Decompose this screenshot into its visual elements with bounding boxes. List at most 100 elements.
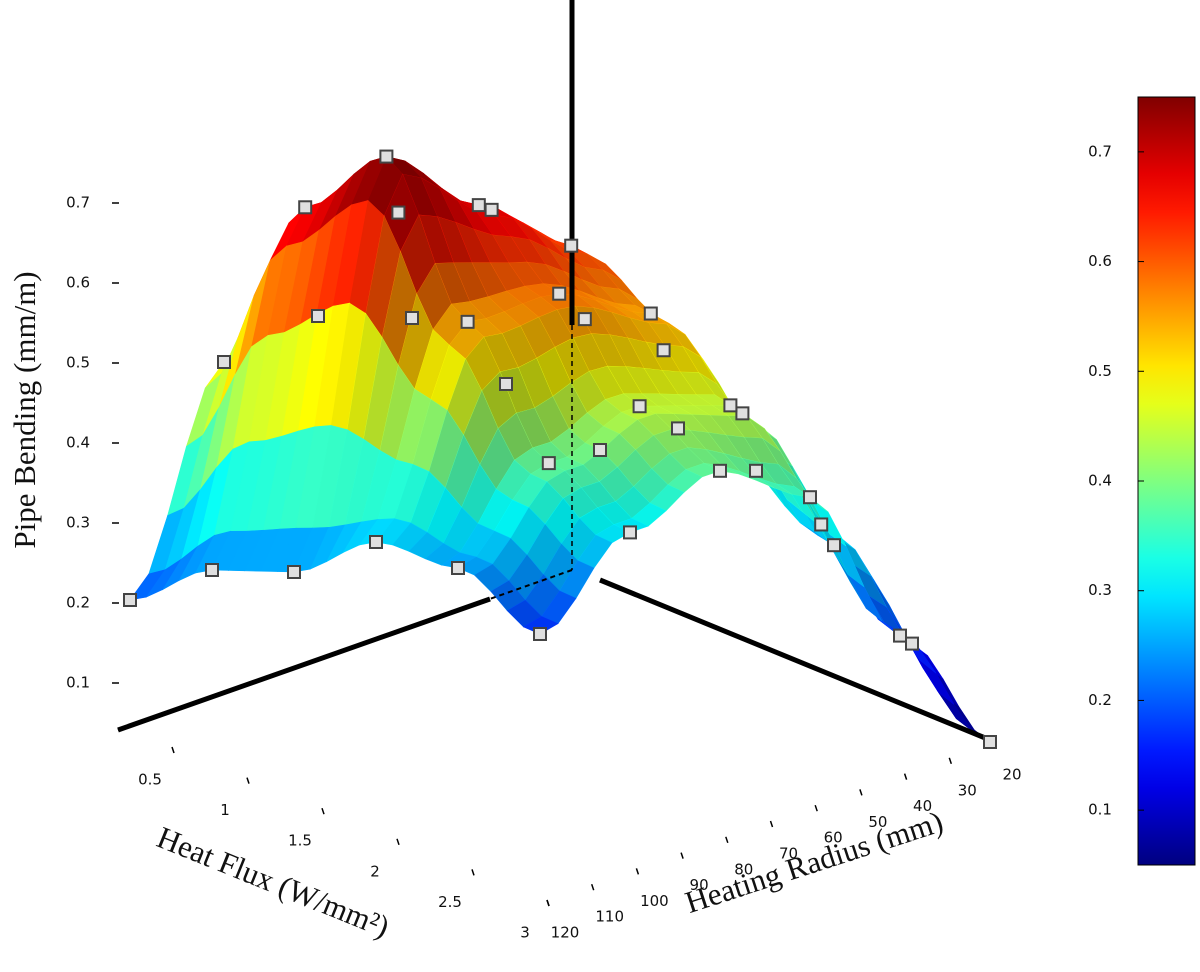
surface-shade: [568, 412, 604, 444]
data-marker: [814, 517, 829, 532]
colorbar: [1137, 96, 1196, 866]
surface-shade: [593, 307, 628, 339]
surface-shade: [726, 435, 761, 463]
surface-shade: [568, 250, 604, 271]
data-marker: [577, 312, 592, 327]
surface-shade: [349, 200, 385, 314]
surface-shade: [518, 358, 553, 409]
surface-shade: [746, 416, 781, 452]
surface-shade: [589, 366, 624, 400]
surface-shade: [416, 263, 452, 330]
x-tick: [246, 777, 250, 784]
surface-shade: [607, 366, 642, 394]
surface-shade: [498, 413, 533, 461]
y-tick-label: 20: [1002, 766, 1021, 784]
surface-shade: [611, 312, 647, 343]
y-tick: [903, 773, 908, 780]
surface-shade: [559, 560, 594, 599]
z-axis-label: Pipe Bending (mm/m): [7, 271, 42, 548]
surface-shade: [510, 507, 546, 555]
data-marker: [671, 421, 685, 436]
surface-shade: [554, 337, 590, 383]
surface-shade: [513, 218, 548, 249]
surface-shade: [483, 333, 519, 372]
surface-shade: [494, 500, 529, 539]
x-tick: [396, 838, 400, 846]
data-marker: [983, 735, 997, 749]
surface-shade: [379, 365, 415, 460]
surface-shade: [543, 543, 578, 592]
x-tick-label: 2: [370, 862, 380, 880]
surface-shade: [635, 435, 670, 469]
y-tick: [635, 868, 640, 875]
surface-shade: [577, 295, 612, 313]
y-tick: [769, 820, 774, 828]
y-tick-label: 110: [595, 908, 624, 926]
surface-shade: [541, 591, 576, 624]
surface-shade: [382, 251, 417, 366]
surface-shade: [457, 201, 493, 236]
surface-shade: [744, 437, 779, 465]
surface-shade: [545, 498, 580, 544]
surface-shade: [490, 580, 526, 611]
surface-shade: [616, 303, 651, 314]
data-marker: [369, 535, 383, 549]
surface-shade: [347, 313, 383, 440]
y-tick-label: 100: [640, 892, 669, 910]
data-marker: [123, 593, 137, 607]
surface-shade: [471, 262, 507, 297]
surface-shade: [666, 324, 701, 358]
y-tick-label: 120: [551, 924, 580, 942]
data-marker: [713, 463, 727, 478]
surface-shade: [650, 313, 686, 335]
surface-shade: [435, 262, 470, 305]
surface-shade: [603, 412, 638, 434]
surface-shade: [659, 393, 695, 406]
surface-shade: [641, 393, 676, 407]
surface-shade: [485, 311, 521, 334]
surface-shade: [599, 467, 634, 502]
surface-shade: [710, 415, 745, 438]
surface-shade: [531, 228, 567, 259]
colorbar-tick-label: 0.5: [1088, 362, 1112, 380]
z-tick-label: 0.2: [66, 594, 90, 612]
surface-shade: [609, 334, 644, 369]
surface-shade: [559, 293, 594, 308]
y-tick: [590, 883, 595, 891]
surface-shade: [465, 337, 501, 391]
surface-shade: [418, 214, 454, 264]
surface-shade: [526, 524, 562, 575]
surface-shade: [496, 460, 531, 501]
surface-shade: [502, 326, 537, 368]
surface-shade: [566, 258, 601, 287]
data-marker: [632, 399, 647, 414]
surface-shade: [504, 303, 539, 327]
surface-shade: [437, 216, 472, 263]
x-tick: [321, 807, 325, 815]
z-tick-label: 0.5: [66, 354, 90, 372]
surface-shade: [330, 303, 366, 430]
y-axis-line: [599, 577, 996, 745]
surface-shade: [552, 382, 588, 429]
surface-shade: [762, 438, 797, 479]
surface-shade: [625, 366, 660, 394]
colorbar-tick-label: 0.7: [1088, 142, 1112, 160]
surface-shade: [461, 464, 497, 524]
surface-shade: [728, 415, 763, 439]
surface-shade: [648, 322, 683, 347]
surface-shade: [673, 413, 708, 433]
surface-shade: [682, 346, 717, 384]
surface-shade: [582, 279, 617, 304]
surface-shade: [643, 368, 679, 395]
y-tick-label: 60: [824, 829, 843, 847]
surface-shade: [696, 394, 731, 406]
surface-shade: [523, 616, 558, 634]
surface-shade: [687, 447, 722, 466]
surface-shade: [587, 253, 622, 281]
surface-shade: [476, 211, 511, 237]
y-tick-label: 70: [779, 845, 798, 863]
surface-shade: [637, 413, 672, 436]
surface-shade: [573, 333, 608, 372]
surface-shade: [476, 531, 511, 565]
surface-shade: [367, 156, 403, 216]
